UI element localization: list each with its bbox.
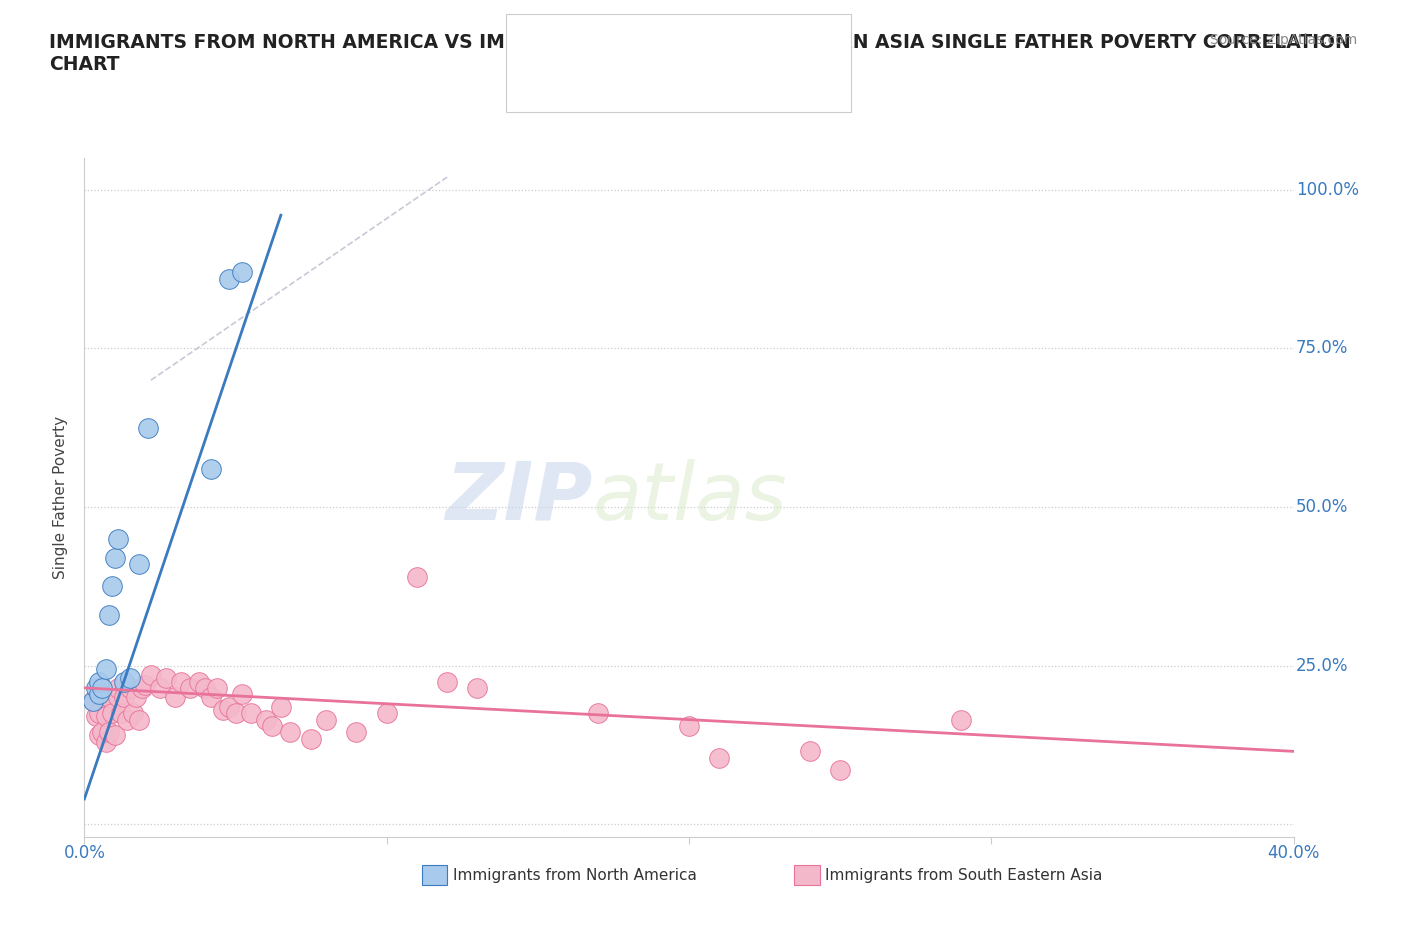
Point bbox=[406, 569, 429, 584]
Point bbox=[107, 531, 129, 546]
Point bbox=[94, 709, 117, 724]
Point bbox=[278, 724, 301, 739]
Point bbox=[299, 731, 322, 746]
Point bbox=[375, 706, 398, 721]
Point bbox=[188, 674, 211, 689]
Point bbox=[110, 706, 132, 721]
Text: Immigrants from South Eastern Asia: Immigrants from South Eastern Asia bbox=[825, 868, 1102, 883]
Point bbox=[131, 681, 153, 696]
Point bbox=[89, 706, 111, 721]
Point bbox=[588, 706, 610, 721]
Point bbox=[134, 677, 156, 692]
Point bbox=[218, 272, 240, 286]
Point bbox=[104, 551, 127, 565]
Point bbox=[118, 671, 141, 685]
Point bbox=[91, 690, 114, 705]
Text: 40.0%: 40.0% bbox=[1267, 844, 1320, 862]
Point bbox=[239, 706, 262, 721]
Point bbox=[107, 681, 129, 696]
Text: 50.0%: 50.0% bbox=[1296, 498, 1348, 516]
Point bbox=[163, 690, 186, 705]
Text: Source: ZipAtlas.com: Source: ZipAtlas.com bbox=[1209, 33, 1357, 46]
Point bbox=[231, 686, 253, 701]
Point bbox=[118, 681, 141, 696]
Point bbox=[100, 579, 122, 594]
Point bbox=[128, 712, 150, 727]
Point bbox=[112, 674, 135, 689]
Point bbox=[97, 607, 120, 622]
Text: Immigrants from North America: Immigrants from North America bbox=[453, 868, 696, 883]
Text: atlas: atlas bbox=[592, 458, 787, 537]
Point bbox=[950, 712, 973, 727]
Point bbox=[115, 712, 138, 727]
Point bbox=[121, 706, 143, 721]
Point bbox=[100, 706, 122, 721]
Point bbox=[149, 681, 172, 696]
Point bbox=[315, 712, 337, 727]
Point bbox=[270, 699, 292, 714]
Point bbox=[139, 668, 162, 683]
Point bbox=[86, 709, 108, 724]
Point bbox=[89, 728, 111, 743]
Point bbox=[97, 690, 120, 705]
Point bbox=[212, 703, 235, 718]
Point bbox=[179, 681, 201, 696]
Text: 0.0%: 0.0% bbox=[63, 844, 105, 862]
Y-axis label: Single Father Poverty: Single Father Poverty bbox=[53, 416, 69, 579]
Point bbox=[104, 728, 127, 743]
Point bbox=[678, 719, 700, 734]
Point bbox=[155, 671, 177, 685]
Point bbox=[82, 693, 104, 708]
Point bbox=[91, 681, 114, 696]
Point bbox=[799, 744, 821, 759]
Text: 75.0%: 75.0% bbox=[1296, 339, 1348, 357]
Text: ZIP: ZIP bbox=[444, 458, 592, 537]
Point bbox=[97, 724, 120, 739]
Point bbox=[231, 265, 253, 280]
Text: R =  0.699   N =  17: R = 0.699 N = 17 bbox=[567, 33, 742, 52]
Point bbox=[112, 690, 135, 705]
Point bbox=[94, 661, 117, 676]
Point bbox=[254, 712, 277, 727]
Point bbox=[260, 719, 283, 734]
Point bbox=[207, 681, 229, 696]
Point bbox=[200, 461, 222, 476]
Point bbox=[136, 420, 159, 435]
Point bbox=[91, 724, 114, 739]
Point bbox=[200, 690, 222, 705]
Point bbox=[128, 557, 150, 572]
Point bbox=[830, 763, 852, 777]
Text: 100.0%: 100.0% bbox=[1296, 180, 1360, 199]
Point bbox=[89, 674, 111, 689]
Point bbox=[467, 681, 489, 696]
Point bbox=[86, 681, 108, 696]
Point bbox=[218, 699, 240, 714]
Text: R = -0.323   N =  55: R = -0.323 N = 55 bbox=[567, 73, 742, 91]
Point bbox=[170, 674, 193, 689]
Point bbox=[94, 735, 117, 750]
Point bbox=[125, 690, 148, 705]
Point bbox=[709, 751, 731, 765]
FancyBboxPatch shape bbox=[526, 27, 557, 59]
Point bbox=[225, 706, 247, 721]
Point bbox=[89, 686, 111, 701]
Point bbox=[194, 681, 217, 696]
Point bbox=[436, 674, 458, 689]
Text: IMMIGRANTS FROM NORTH AMERICA VS IMMIGRANTS FROM SOUTH EASTERN ASIA SINGLE FATHE: IMMIGRANTS FROM NORTH AMERICA VS IMMIGRA… bbox=[49, 33, 1351, 73]
Text: 25.0%: 25.0% bbox=[1296, 657, 1348, 674]
Point bbox=[82, 693, 104, 708]
FancyBboxPatch shape bbox=[526, 66, 557, 98]
Point bbox=[346, 724, 368, 739]
Point bbox=[107, 690, 129, 705]
